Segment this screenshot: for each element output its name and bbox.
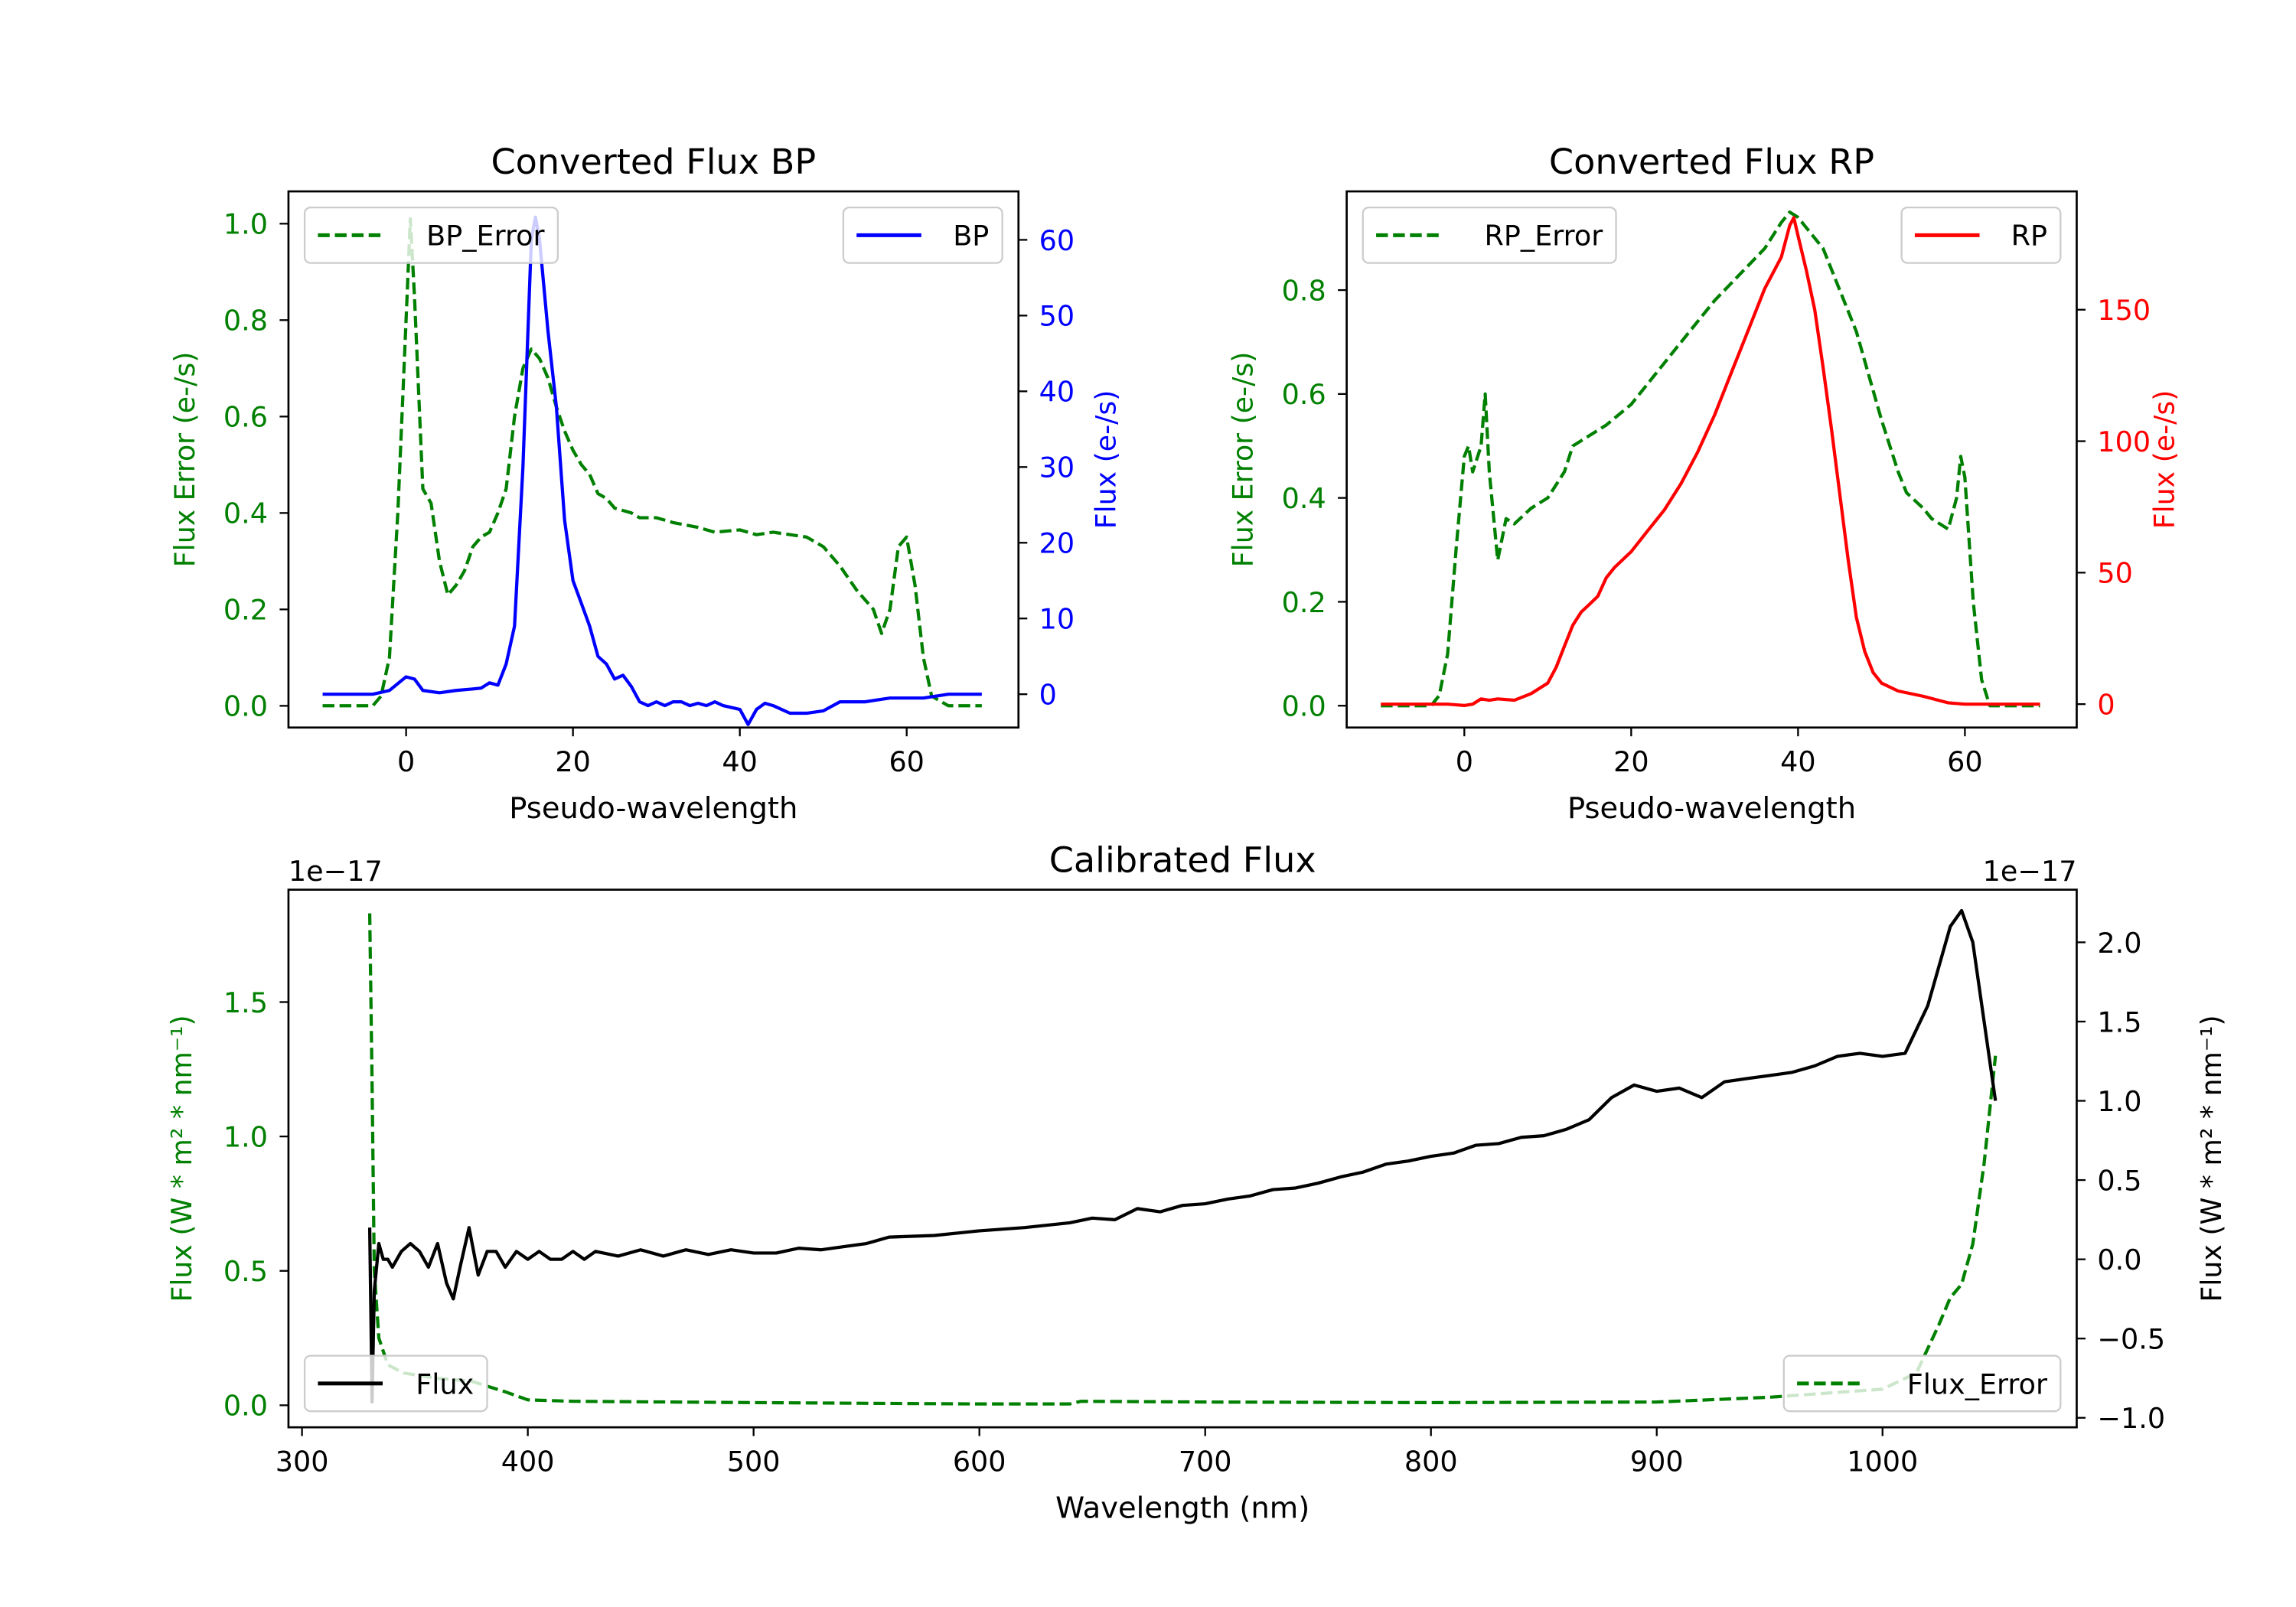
y-left-tick-label: 0.0 <box>223 1390 268 1423</box>
y-right-tick-label: 0.5 <box>2097 1165 2141 1198</box>
y-right-tick-label: 0 <box>1039 679 1057 712</box>
y-right-tick-label: −1.0 <box>2097 1402 2165 1435</box>
legend-flux-error: Flux_Error <box>1782 1354 2062 1413</box>
y-right-offset-text: 1e−17 <box>1983 855 2077 888</box>
legend-label: BP_Error <box>426 220 544 253</box>
x-tick-label: 20 <box>1613 745 1649 778</box>
y-left-tick-label: 0.8 <box>1282 275 1326 308</box>
legend-box <box>1362 206 1617 264</box>
x-tick-label: 300 <box>276 1446 329 1478</box>
series-line-rp <box>1381 216 2040 707</box>
series-line-bp-error <box>322 217 982 708</box>
y-left-tick-label: 0.8 <box>223 305 268 337</box>
y-left-tick-label: 0.6 <box>1282 378 1326 411</box>
series-line-rp-error <box>1381 210 2040 708</box>
y-right-tick-label: 0 <box>2097 689 2115 722</box>
legend-label: BP <box>953 220 989 253</box>
x-tick-label: 1000 <box>1847 1446 1918 1478</box>
legend-box <box>842 206 1003 264</box>
y-left-tick-label: 0.2 <box>1282 586 1326 619</box>
y-left-offset-text: 1e−17 <box>289 855 383 888</box>
legend-box <box>303 1354 488 1413</box>
y-left-tick-label: 0.0 <box>223 690 268 723</box>
legend-label: RP <box>2011 220 2047 253</box>
legend-box <box>303 206 559 264</box>
y-right-tick-label: 40 <box>1039 376 1075 409</box>
legend-bp-error: BP_Error <box>303 206 559 264</box>
x-tick-label: 500 <box>727 1446 781 1478</box>
y-left-tick-label: 0.4 <box>1282 482 1326 515</box>
chart-title: Converted Flux RP <box>1549 141 1874 182</box>
y-right-tick-label: −0.5 <box>2097 1323 2165 1356</box>
y-left-axis-label: Flux (W * m² * nm⁻¹) <box>165 1015 198 1302</box>
y-right-tick-label: 60 <box>1039 224 1075 257</box>
plot-frame <box>1345 190 2078 729</box>
y-right-tick-label: 20 <box>1039 527 1075 560</box>
y-right-tick-label: 100 <box>2097 425 2151 458</box>
chart-title: Calibrated Flux <box>1049 839 1316 881</box>
x-tick-label: 60 <box>889 745 924 778</box>
x-tick-label: 700 <box>1179 1446 1232 1478</box>
y-left-tick-label: 0.5 <box>223 1255 268 1288</box>
y-left-tick-label: 1.0 <box>223 1121 268 1154</box>
legend-label: RP_Error <box>1485 220 1603 253</box>
series-line-flux <box>367 908 1998 1404</box>
y-right-tick-label: 50 <box>2097 557 2132 590</box>
y-right-tick-label: 150 <box>2097 294 2151 327</box>
x-tick-label: 900 <box>1630 1446 1684 1478</box>
series-line-bp <box>322 215 982 726</box>
x-axis-label: Wavelength (nm) <box>1055 1491 1309 1526</box>
chart-title: Converted Flux BP <box>491 141 816 182</box>
calibrated-flux-chart: Calibrated Flux 300 400 500 600 700 800 900 1000… <box>165 839 2228 1526</box>
bp-chart: Converted Flux BP 0 20 40 60 Pseudo-wavelengt… <box>168 141 1123 826</box>
x-axis-label: Pseudo-wavelength <box>509 791 797 826</box>
x-tick-label: 60 <box>1947 745 1982 778</box>
legend-box <box>1782 1354 2062 1413</box>
plot-frame <box>287 190 1020 729</box>
y-right-tick-label: 30 <box>1039 451 1075 484</box>
y-left-axis-label: Flux Error (e-/s) <box>168 352 201 568</box>
plot-frame <box>287 888 2078 1429</box>
x-tick-label: 600 <box>953 1446 1006 1478</box>
y-left-tick-label: 0.0 <box>1282 690 1326 723</box>
y-right-tick-label: 1.5 <box>2097 1006 2141 1038</box>
x-tick-label: 800 <box>1404 1446 1458 1478</box>
series-line-flux-error <box>367 913 1998 1406</box>
x-tick-label: 0 <box>397 745 415 778</box>
y-left-tick-label: 0.6 <box>223 401 268 434</box>
legend-box <box>1900 206 2062 264</box>
y-right-axis-label: Flux (W * m² * nm⁻¹) <box>2195 1015 2228 1302</box>
x-tick-label: 40 <box>1780 745 1815 778</box>
y-left-tick-label: 0.2 <box>223 594 268 627</box>
x-axis-label: Pseudo-wavelength <box>1567 791 1856 826</box>
legend-rp: RP <box>1900 206 2062 264</box>
y-left-tick-label: 0.4 <box>223 497 268 530</box>
y-right-tick-label: 10 <box>1039 603 1075 636</box>
legend-label: Flux_Error <box>1907 1367 2047 1400</box>
x-tick-label: 0 <box>1456 745 1473 778</box>
x-tick-label: 20 <box>555 745 590 778</box>
y-left-tick-label: 1.5 <box>223 986 268 1019</box>
y-right-tick-label: 50 <box>1039 300 1075 333</box>
y-left-axis-label: Flux Error (e-/s) <box>1226 352 1259 568</box>
legend-label: Flux <box>416 1367 474 1400</box>
y-right-axis-label: Flux (e-/s) <box>1090 390 1123 530</box>
y-right-tick-label: 0.0 <box>2097 1244 2141 1276</box>
y-left-tick-label: 1.0 <box>223 208 268 241</box>
y-right-axis-label: Flux (e-/s) <box>2148 390 2180 530</box>
legend-flux: Flux <box>303 1354 488 1413</box>
x-tick-label: 40 <box>722 745 757 778</box>
y-right-tick-label: 1.0 <box>2097 1085 2141 1118</box>
legend-rp-error: RP_Error <box>1362 206 1617 264</box>
rp-chart: Converted Flux RP 0 20 40 60 Pseudo-wavelengt… <box>1226 141 2180 826</box>
legend-bp: BP <box>842 206 1003 264</box>
x-tick-label: 400 <box>501 1446 555 1478</box>
y-right-tick-label: 2.0 <box>2097 927 2141 960</box>
